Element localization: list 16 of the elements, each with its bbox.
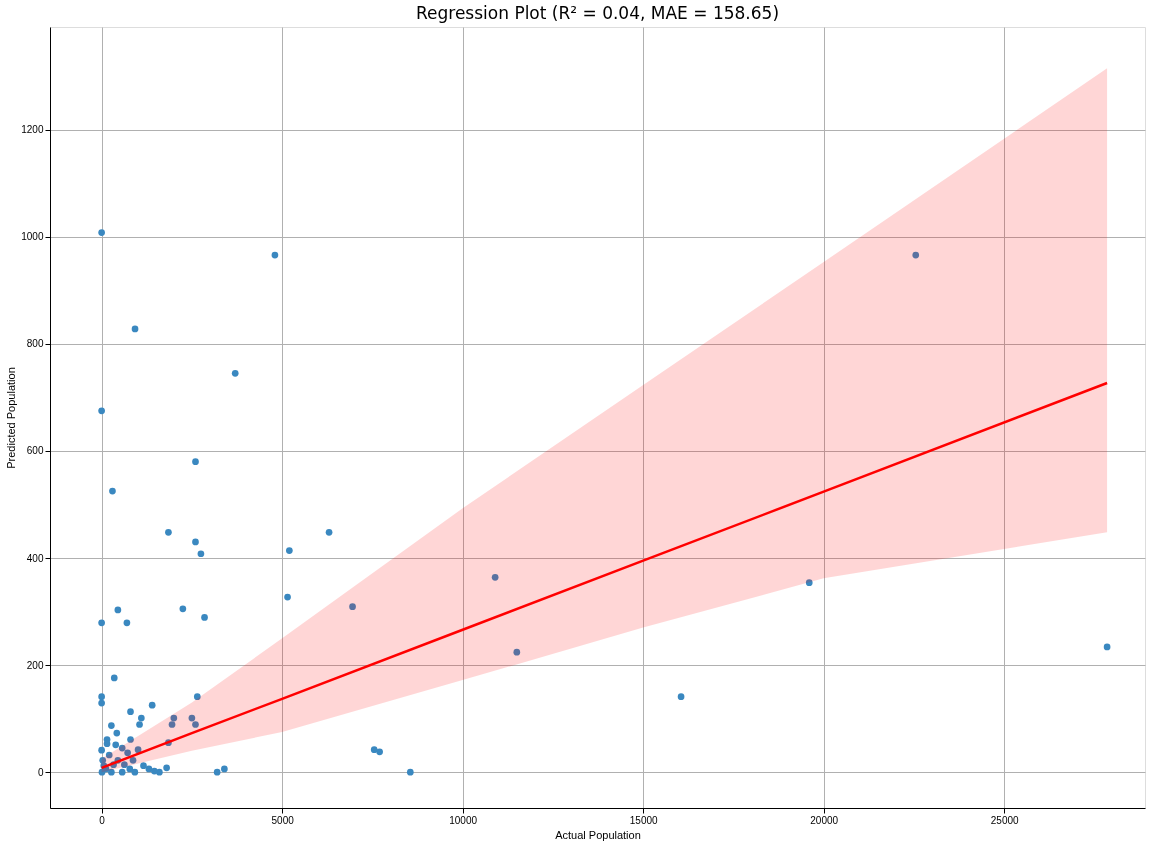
x-tick-label: 10000: [449, 814, 478, 826]
x-tick-label: 5000: [271, 814, 295, 826]
x-tick-label: 0: [99, 814, 106, 826]
y-axis-title: Predicted Population: [5, 367, 18, 469]
y-tick-label: 1200: [21, 124, 44, 136]
y-tick-label: 400: [26, 552, 44, 564]
y-tick-label: 1000: [21, 231, 44, 243]
y-tick-label: 200: [26, 659, 44, 671]
x-tick-label: 15000: [629, 814, 659, 826]
x-tick-label: 25000: [990, 814, 1020, 826]
chart-title: Regression Plot (R² = 0.04, MAE = 158.65): [415, 3, 780, 23]
y-tick-label: 600: [26, 445, 44, 457]
x-axis-title: Actual Population: [555, 828, 641, 841]
x-tick-label: 20000: [810, 814, 839, 826]
y-tick-label: 800: [26, 338, 44, 350]
y-tick-label: 0: [37, 766, 44, 778]
